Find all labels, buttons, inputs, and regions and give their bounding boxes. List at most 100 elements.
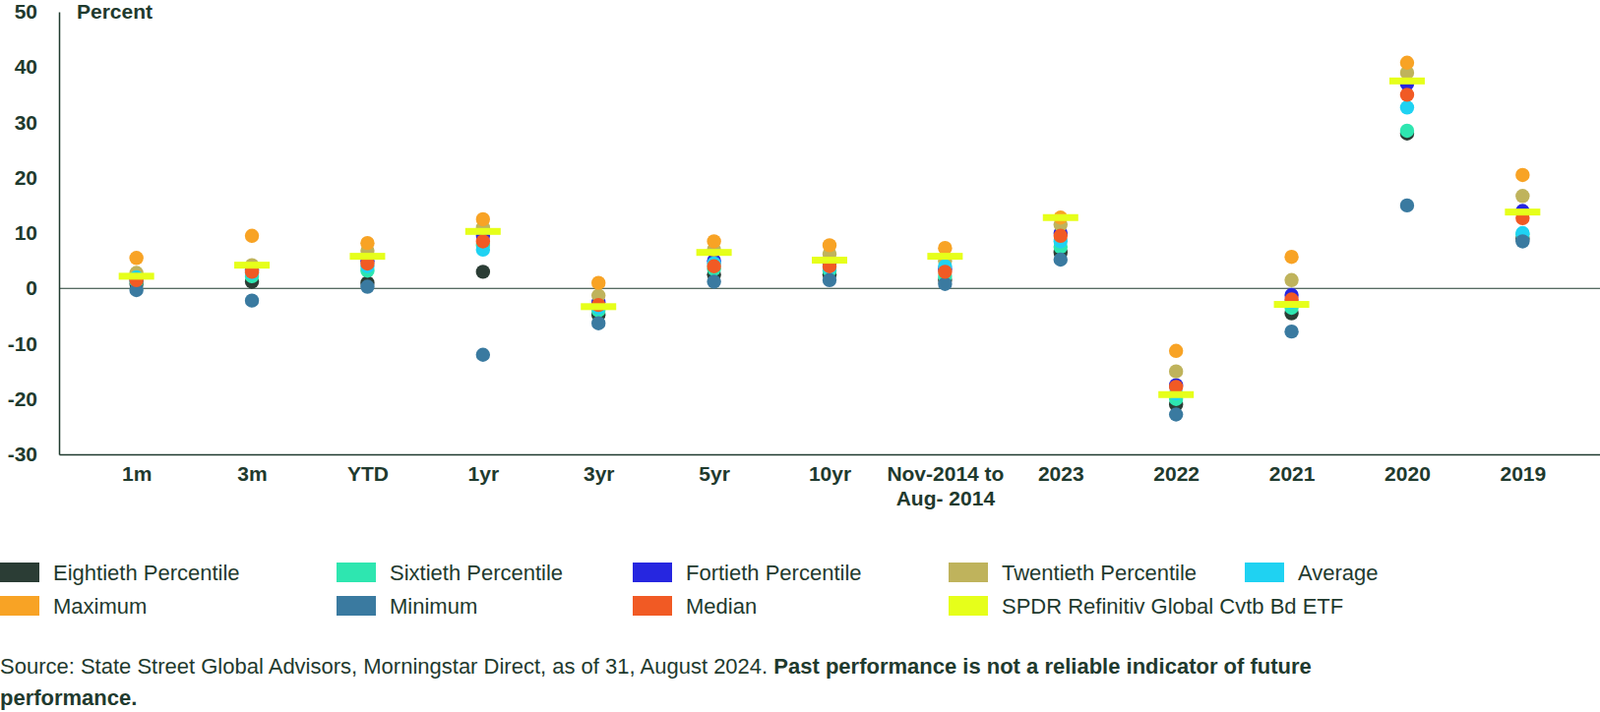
- x-tick-label: 2019: [1499, 462, 1546, 486]
- y-tick-label: -30: [7, 442, 38, 466]
- legend: Eightieth Percentile Sixtieth Percentile F…: [0, 560, 1379, 619]
- dot-marker: [937, 277, 952, 292]
- x-tick-label: 10yr: [808, 462, 852, 486]
- y-tick: 40: [14, 55, 60, 78]
- dash-marker: [811, 256, 848, 264]
- legend-label: Minimum: [389, 594, 478, 619]
- y-tick-label: 20: [14, 166, 38, 189]
- dot-marker: [360, 279, 374, 294]
- series: [128, 123, 1530, 407]
- legend-swatch: [948, 596, 988, 616]
- dot-marker: [245, 293, 259, 308]
- x-tick-label: 3yr: [583, 462, 616, 486]
- marks: [119, 56, 1541, 423]
- y-tick-label: -10: [7, 332, 38, 356]
- dot-marker: [1400, 198, 1415, 213]
- dot-marker: [1515, 234, 1530, 248]
- y-tick: 50: [14, 0, 60, 23]
- dot-marker: [245, 229, 259, 244]
- y-tick-label: 40: [14, 55, 38, 78]
- x-axis-line: [60, 454, 1600, 457]
- dot-marker: [822, 273, 837, 288]
- legend-item: Sixtieth Percentile: [336, 560, 563, 586]
- y-tick: -20: [7, 387, 60, 411]
- y-axis-line: [59, 12, 62, 456]
- x-tick-label: YTD: [347, 462, 389, 486]
- legend-item: Twentieth Percentile: [948, 560, 1197, 586]
- dash-marker: [349, 252, 385, 260]
- x-tick: 10yr: [808, 454, 852, 486]
- x-axis: 1m3mYTD1yr3yr5yr10yrNov-2014 toAug- 2014…: [60, 454, 1600, 510]
- legend-item: Fortieth Percentile: [632, 560, 862, 586]
- dot-marker: [360, 236, 374, 250]
- y-tick: 30: [14, 111, 60, 134]
- x-tick-label: 2021: [1269, 462, 1316, 486]
- legend-label: Sixtieth Percentile: [389, 560, 563, 586]
- dot-marker: [1169, 407, 1183, 422]
- dot-marker: [476, 234, 491, 248]
- dot-marker: [1284, 249, 1298, 264]
- series: [128, 65, 1530, 379]
- dot-marker: [1400, 100, 1415, 115]
- x-tick: 2019: [1499, 454, 1546, 486]
- source-text: Source: State Street Global Advisors, Mo…: [0, 654, 768, 679]
- x-tick: 1m: [122, 454, 152, 486]
- dash-marker: [580, 303, 616, 310]
- y-tick-label: -20: [7, 387, 38, 411]
- dash-marker: [1043, 214, 1079, 222]
- legend-item: Minimum: [336, 594, 478, 619]
- x-tick-label: 2023: [1038, 462, 1085, 486]
- y-tick: 10: [14, 221, 60, 245]
- dot-marker: [706, 234, 721, 248]
- y-axis: -30 -20 -10 0 10 20 30 40 50: [7, 0, 61, 466]
- y-tick-label: 0: [25, 276, 38, 300]
- x-tick: Nov-2014 toAug- 2014: [886, 454, 1004, 510]
- x-tick-label: 2022: [1153, 462, 1200, 486]
- chart: -30 -20 -10 0 10 20 30 40 50 Percent 1m 3m YTD 1yr 3yr…: [0, 0, 1600, 712]
- legend-label: Average: [1297, 560, 1379, 586]
- legend-label: Eightieth Percentile: [53, 560, 241, 586]
- x-tick: 3m: [237, 454, 267, 486]
- dash-marker: [1389, 77, 1425, 85]
- x-tick: 2023: [1038, 454, 1085, 486]
- x-tick: 1yr: [468, 454, 500, 486]
- dot-marker: [591, 275, 606, 290]
- y-axis-title: Percent: [76, 0, 153, 23]
- spacer: [767, 654, 774, 679]
- y-tick: 0: [25, 276, 60, 300]
- dash-marker: [119, 272, 155, 280]
- dot-marker: [822, 238, 837, 252]
- dot-marker: [1053, 229, 1068, 244]
- x-tick: 2022: [1153, 454, 1200, 486]
- series: [119, 77, 1541, 399]
- x-tick: 2020: [1384, 454, 1431, 486]
- legend-item: SPDR Refinitiv Global Cvtb Bd ETF: [948, 594, 1344, 619]
- legend-item: Maximum: [0, 594, 147, 619]
- x-tick-label: 3m: [237, 462, 267, 486]
- legend-swatch: [336, 596, 376, 616]
- source-note: Source: State Street Global Advisors, Mo…: [0, 651, 1403, 712]
- legend-swatch: [632, 596, 673, 616]
- dot-marker: [128, 250, 143, 265]
- y-tick-label: 30: [14, 111, 38, 134]
- x-tick-label: Nov-2014 toAug- 2014: [886, 462, 1004, 510]
- dot-marker: [591, 315, 606, 330]
- dot-marker: [1169, 364, 1183, 378]
- x-tick-label: 1m: [122, 462, 152, 486]
- dash-marker: [465, 228, 501, 236]
- legend-label: Maximum: [53, 594, 147, 619]
- x-tick-label-line: Nov-2014 to: [886, 462, 1004, 486]
- legend-swatch: [1244, 562, 1285, 583]
- legend-label: Median: [685, 594, 757, 619]
- series: [128, 198, 1530, 423]
- dash-marker: [1274, 301, 1310, 308]
- dot-marker: [476, 264, 491, 279]
- dash-marker: [1504, 208, 1540, 216]
- dot-marker: [1400, 56, 1415, 70]
- series: [128, 76, 1530, 393]
- dot-marker: [1169, 344, 1183, 359]
- y-tick: 20: [14, 166, 60, 189]
- y-tick-label: 50: [14, 0, 38, 23]
- legend-swatch: [632, 562, 673, 583]
- x-tick: YTD: [347, 454, 389, 486]
